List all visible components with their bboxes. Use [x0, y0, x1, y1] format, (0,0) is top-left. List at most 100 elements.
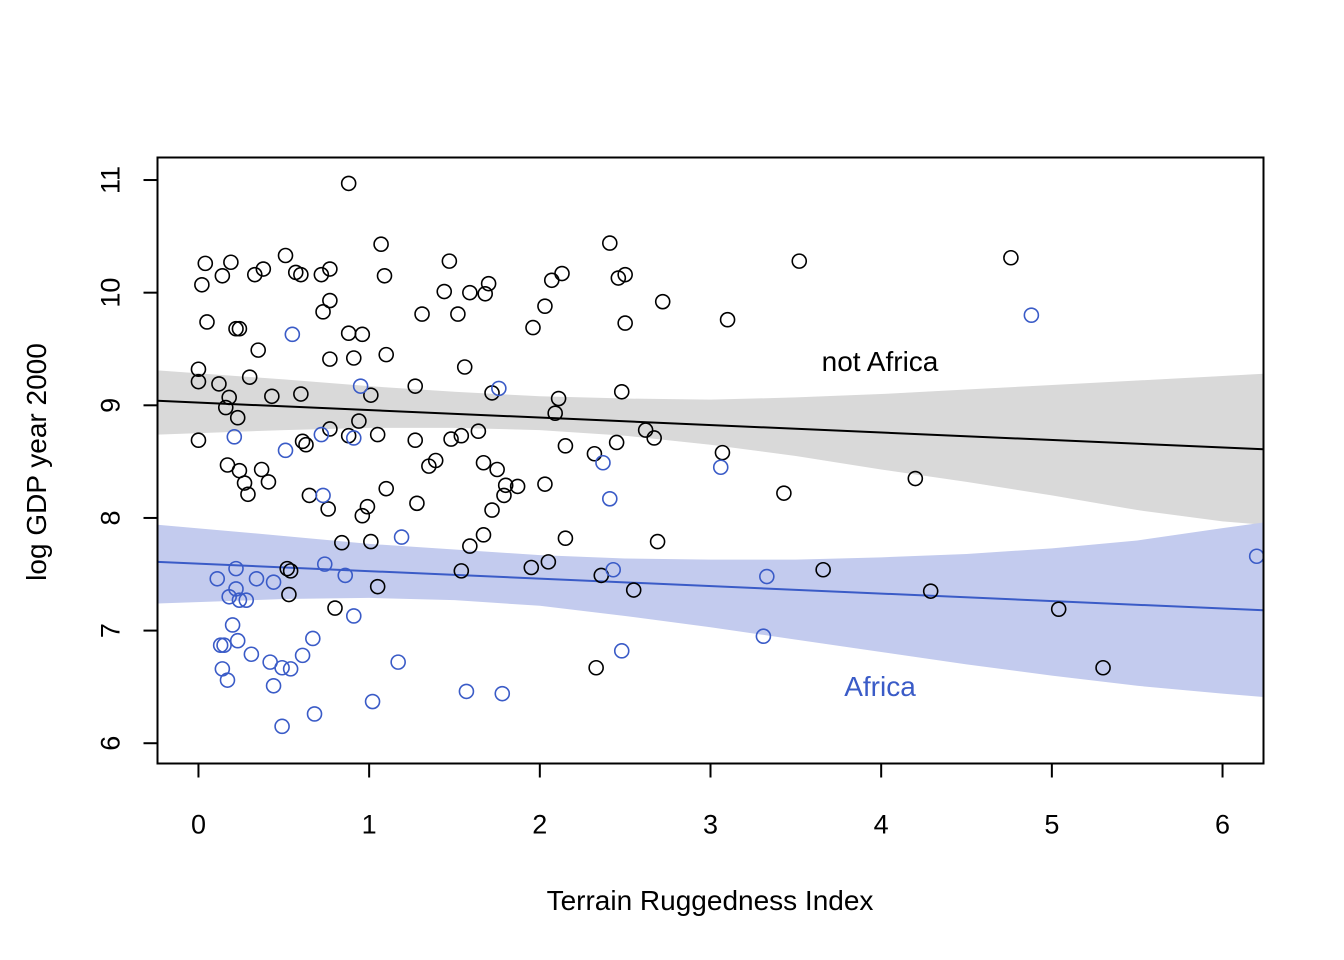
y-axis: 6 7 8 9 10 11 — [95, 166, 159, 751]
x-axis-title: Terrain Ruggedness Index — [547, 885, 874, 916]
point-not_africa — [228, 320, 244, 337]
point-not_africa — [554, 265, 570, 282]
point-africa — [458, 683, 475, 700]
point-not_africa — [427, 452, 444, 469]
point-not_africa — [489, 461, 505, 478]
point-africa — [294, 647, 311, 664]
y-tick-label: 7 — [95, 623, 125, 638]
point-not_africa — [327, 600, 343, 616]
point-africa — [265, 574, 282, 590]
point-not_africa — [231, 320, 248, 337]
point-africa — [364, 693, 381, 710]
y-tick-label: 11 — [95, 166, 125, 194]
regression-line-not_africa — [157, 399, 1264, 451]
point-not_africa — [414, 306, 430, 322]
point-not_africa — [791, 253, 808, 269]
point-not_africa — [617, 315, 633, 331]
point-not_africa — [646, 430, 662, 446]
point-not_africa — [1095, 659, 1111, 676]
point-africa — [352, 378, 369, 394]
point-not_africa — [190, 432, 207, 449]
point-not_africa — [322, 421, 338, 437]
point-not_africa — [509, 478, 526, 495]
point-not_africa — [523, 559, 540, 576]
point-africa — [226, 429, 243, 445]
annotation-africa: Africa — [844, 671, 916, 702]
point-not_africa — [443, 431, 459, 447]
point-not_africa — [354, 326, 371, 343]
point-not_africa — [294, 433, 311, 450]
point-africa — [282, 661, 299, 677]
band-africa — [157, 522, 1264, 698]
point-not_africa — [654, 293, 671, 310]
point-not_africa — [281, 586, 297, 603]
point-not_africa — [221, 389, 237, 406]
point-not_africa — [450, 306, 466, 322]
point-not_africa — [550, 390, 567, 407]
point-africa — [313, 426, 330, 443]
point-africa — [216, 637, 232, 654]
point-not_africa — [363, 387, 379, 403]
point-not_africa — [301, 487, 318, 504]
point-not_africa — [373, 236, 389, 253]
point-africa — [277, 442, 294, 459]
point-not_africa — [462, 284, 478, 301]
point-africa — [284, 326, 301, 343]
point-not_africa — [378, 346, 395, 363]
point-africa — [712, 459, 729, 476]
point-not_africa — [253, 461, 270, 478]
point-africa — [224, 617, 241, 633]
band-not_africa — [157, 370, 1264, 525]
point-not_africa — [543, 272, 560, 289]
point-not_africa — [194, 276, 210, 293]
point-not_africa — [369, 426, 386, 443]
point-not_africa — [453, 563, 470, 579]
x-tick-label: 5 — [1044, 810, 1059, 840]
point-not_africa — [407, 432, 424, 449]
point-not_africa — [462, 538, 478, 554]
point-not_africa — [217, 399, 234, 416]
point-africa — [274, 659, 290, 676]
point-not_africa — [264, 388, 280, 405]
point-africa — [345, 608, 362, 624]
point-not_africa — [223, 254, 239, 271]
point-africa — [605, 561, 622, 578]
point-africa — [601, 490, 618, 507]
point-africa — [595, 454, 611, 471]
point-not_africa — [815, 561, 831, 578]
point-africa — [306, 706, 323, 722]
point-not_africa — [407, 378, 424, 394]
point-not_africa — [359, 498, 376, 515]
point-africa — [229, 632, 246, 649]
point-not_africa — [625, 582, 642, 598]
point-not_africa — [613, 383, 630, 400]
x-axis: 0 1 2 3 4 5 6 — [191, 762, 1230, 840]
point-not_africa — [537, 476, 553, 492]
y-tick-label: 9 — [95, 398, 125, 413]
point-not_africa — [214, 267, 231, 284]
point-not_africa — [409, 495, 425, 512]
point-not_africa — [557, 530, 574, 547]
point-not_africa — [322, 351, 338, 367]
point-not_africa — [298, 436, 314, 453]
point-africa — [212, 637, 229, 654]
point-not_africa — [229, 409, 246, 426]
point-not_africa — [537, 298, 553, 314]
point-not_africa — [588, 659, 604, 676]
point-not_africa — [322, 292, 338, 309]
point-not_africa — [470, 423, 487, 440]
point-not_africa — [480, 275, 497, 292]
point-not_africa — [477, 285, 494, 302]
point-africa — [243, 646, 260, 663]
point-not_africa — [922, 583, 939, 599]
point-not_africa — [369, 578, 386, 595]
point-not_africa — [345, 350, 362, 366]
annotation-not-africa: not Africa — [822, 346, 939, 377]
data-points — [190, 175, 1265, 735]
point-not_africa — [456, 359, 473, 375]
point-not_africa — [293, 266, 309, 283]
point-not_africa — [260, 474, 277, 490]
point-africa — [390, 654, 406, 670]
y-tick-label: 6 — [95, 736, 125, 751]
